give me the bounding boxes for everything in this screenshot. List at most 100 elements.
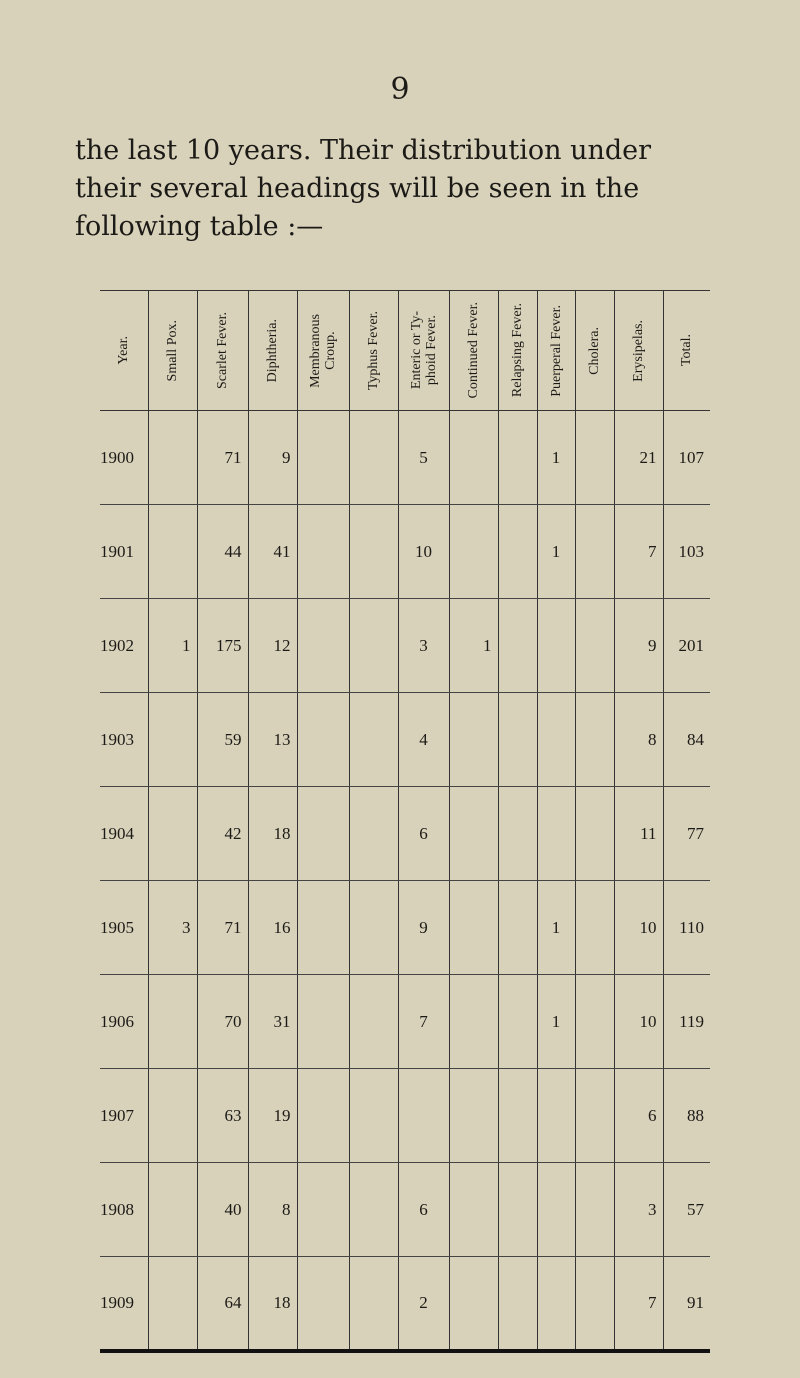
count-cell: 31 bbox=[247, 974, 298, 1069]
count-cell bbox=[536, 786, 576, 881]
count-cell: 18 bbox=[247, 1256, 298, 1353]
count-cell bbox=[348, 974, 399, 1069]
count-cell bbox=[497, 974, 538, 1069]
count-cell bbox=[448, 504, 499, 599]
column-header-label: Erysipelas. bbox=[631, 319, 646, 382]
count-cell bbox=[296, 1068, 350, 1163]
column-header: Membranous Croup. bbox=[296, 290, 350, 411]
table-row: 1901 44 41 10 1 7 103 bbox=[100, 504, 710, 599]
count-cell bbox=[296, 974, 350, 1069]
count-cell: 84 bbox=[662, 692, 710, 787]
column-header: Cholera. bbox=[574, 290, 615, 411]
column-header: Typhus Fever. bbox=[348, 290, 399, 411]
count-cell: 8 bbox=[613, 692, 664, 787]
column-header-label: Small Pox. bbox=[165, 319, 180, 382]
count-cell bbox=[536, 692, 576, 787]
count-cell bbox=[574, 786, 615, 881]
year-cell: 1909 bbox=[100, 1256, 149, 1353]
column-header-label: Diphtheria. bbox=[265, 318, 280, 383]
count-cell: 10 bbox=[613, 974, 664, 1069]
count-cell: 175 bbox=[196, 598, 249, 693]
column-header-label: Continued Fever. bbox=[466, 302, 481, 399]
count-cell bbox=[448, 880, 499, 975]
year-cell: 1907 bbox=[100, 1068, 149, 1163]
count-cell: 12 bbox=[247, 598, 298, 693]
count-cell bbox=[448, 1162, 499, 1257]
column-header-label: Enteric or Ty- phoid Fever. bbox=[408, 311, 439, 390]
count-cell bbox=[536, 1256, 576, 1353]
count-cell: 41 bbox=[247, 504, 298, 599]
count-cell bbox=[296, 786, 350, 881]
count-cell: 71 bbox=[196, 410, 249, 505]
count-cell bbox=[348, 504, 399, 599]
count-cell bbox=[348, 692, 399, 787]
count-cell bbox=[348, 880, 399, 975]
count-cell: 110 bbox=[662, 880, 710, 975]
count-cell bbox=[448, 1068, 499, 1163]
count-cell bbox=[348, 598, 399, 693]
count-cell: 9 bbox=[247, 410, 298, 505]
count-cell: 59 bbox=[196, 692, 249, 787]
table-header-row: Year. Small Pox. Scarlet Fever. Diphtheria.… bbox=[100, 290, 710, 411]
column-header: Enteric or Ty- phoid Fever. bbox=[397, 290, 450, 411]
count-cell: 63 bbox=[196, 1068, 249, 1163]
count-cell bbox=[147, 410, 198, 505]
count-cell: 16 bbox=[247, 880, 298, 975]
disease-table: Year. Small Pox. Scarlet Fever. Diphtheria.… bbox=[100, 290, 710, 1353]
table-row: 1904 42 18 6 11 77 bbox=[100, 786, 710, 881]
count-cell bbox=[348, 1068, 399, 1163]
count-cell bbox=[448, 692, 499, 787]
count-cell: 7 bbox=[397, 974, 450, 1069]
count-cell bbox=[497, 1256, 538, 1353]
count-cell: 119 bbox=[662, 974, 710, 1069]
year-cell: 1906 bbox=[100, 974, 149, 1069]
count-cell bbox=[348, 786, 399, 881]
column-header-label: Relapsing Fever. bbox=[510, 303, 525, 398]
column-header: Puerperal Fever. bbox=[536, 290, 576, 411]
count-cell: 3 bbox=[613, 1162, 664, 1257]
count-cell bbox=[448, 974, 499, 1069]
column-header: Relapsing Fever. bbox=[497, 290, 538, 411]
count-cell: 64 bbox=[196, 1256, 249, 1353]
column-header: Year. bbox=[100, 290, 149, 411]
column-header-label: Year. bbox=[116, 336, 132, 365]
column-header-label: Total. bbox=[679, 334, 695, 367]
count-cell bbox=[497, 692, 538, 787]
count-cell: 3 bbox=[397, 598, 450, 693]
table-row: 1906 70 31 7 1 10 119 bbox=[100, 974, 710, 1069]
count-cell: 57 bbox=[662, 1162, 710, 1257]
count-cell: 7 bbox=[613, 1256, 664, 1353]
page-number: 9 bbox=[390, 72, 410, 107]
table-row: 1902 1 175 12 3 1 9 201 bbox=[100, 598, 710, 693]
count-cell: 103 bbox=[662, 504, 710, 599]
count-cell bbox=[574, 880, 615, 975]
count-cell bbox=[147, 974, 198, 1069]
count-cell bbox=[296, 410, 350, 505]
column-header: Erysipelas. bbox=[613, 290, 664, 411]
count-cell bbox=[574, 1068, 615, 1163]
year-cell: 1908 bbox=[100, 1162, 149, 1257]
count-cell: 4 bbox=[397, 692, 450, 787]
count-cell bbox=[574, 974, 615, 1069]
count-cell bbox=[574, 410, 615, 505]
count-cell bbox=[574, 504, 615, 599]
count-cell: 9 bbox=[613, 598, 664, 693]
count-cell: 10 bbox=[613, 880, 664, 975]
count-cell: 91 bbox=[662, 1256, 710, 1353]
column-header: Diphtheria. bbox=[247, 290, 298, 411]
count-cell bbox=[536, 598, 576, 693]
table-row: 1907 63 19 6 88 bbox=[100, 1068, 710, 1163]
count-cell bbox=[574, 1256, 615, 1353]
table-row: 1908 40 8 6 3 57 bbox=[100, 1162, 710, 1257]
count-cell bbox=[147, 786, 198, 881]
year-cell: 1901 bbox=[100, 504, 149, 599]
count-cell bbox=[497, 1068, 538, 1163]
count-cell bbox=[147, 1162, 198, 1257]
count-cell bbox=[536, 1162, 576, 1257]
count-cell: 77 bbox=[662, 786, 710, 881]
count-cell: 40 bbox=[196, 1162, 249, 1257]
count-cell: 71 bbox=[196, 880, 249, 975]
count-cell bbox=[574, 1162, 615, 1257]
count-cell bbox=[536, 1068, 576, 1163]
year-cell: 1905 bbox=[100, 880, 149, 975]
